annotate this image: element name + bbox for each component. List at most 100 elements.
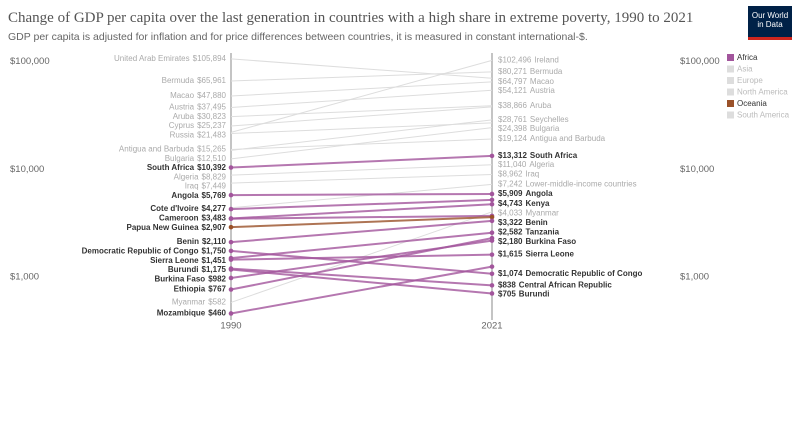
point xyxy=(228,257,234,262)
label-part: Ethiopia xyxy=(174,285,206,294)
series-label: $38,866 Aruba xyxy=(498,101,552,110)
label-part: Burundi xyxy=(519,290,550,299)
label-part: Bulgaria xyxy=(530,124,560,133)
point xyxy=(489,252,495,257)
chart-subtitle: GDP per capita is adjusted for inflation… xyxy=(8,31,588,43)
label-part: Seychelles xyxy=(530,115,569,124)
series-label: Cote d'Ivoire $4,277 xyxy=(150,204,226,213)
label-part: Burundi xyxy=(168,265,199,274)
slope-line xyxy=(230,71,493,82)
y-tick-label: $100,000 xyxy=(10,56,50,67)
series-label: Cameroon $3,483 xyxy=(159,214,227,223)
series-label: $24,398 Bulgaria xyxy=(498,124,560,133)
point xyxy=(228,287,234,292)
label-part: Algeria xyxy=(529,160,554,169)
series-label: $2,582 Tanzania xyxy=(498,228,560,237)
point xyxy=(228,216,234,221)
logo: Our World in Data xyxy=(751,11,789,29)
label-part: Sierra Leone xyxy=(525,250,574,259)
label-part: $4,743 xyxy=(498,199,523,208)
series-label: Russia $21,483 xyxy=(170,130,227,139)
label-part: $105,894 xyxy=(193,54,227,63)
label-part: $705 xyxy=(498,290,516,299)
label-part: Macao xyxy=(170,91,195,100)
series-label: $1,615 Sierra Leone xyxy=(498,250,574,259)
series-label: Antigua and Barbuda $15,265 xyxy=(119,145,227,154)
label-part: $838 xyxy=(498,280,516,289)
series-label: $28,761 Seychelles xyxy=(498,115,569,124)
series-label: $19,124 Antigua and Barbuda xyxy=(498,134,606,143)
series-label: Aruba $30,823 xyxy=(173,112,227,121)
logo-box xyxy=(748,6,792,40)
legend-label: North America xyxy=(737,88,788,97)
legend-swatch xyxy=(727,111,734,119)
label-part: Austria xyxy=(530,86,555,95)
label-part: $582 xyxy=(208,298,226,307)
slope-line xyxy=(230,183,493,209)
point xyxy=(489,153,495,159)
series-label: $1,074 Democratic Republic of Congo xyxy=(498,269,642,278)
label-part: Antigua and Barbuda xyxy=(530,134,606,143)
label-part: $37,495 xyxy=(197,103,226,112)
point xyxy=(228,266,234,271)
point xyxy=(228,206,234,212)
series-label: Myanmar $582 xyxy=(172,298,227,307)
label-part: Iraq xyxy=(185,182,199,191)
label-part: $25,237 xyxy=(197,121,226,130)
label-part: Central African Republic xyxy=(519,280,613,289)
slope-line xyxy=(230,214,493,220)
slope-line xyxy=(230,237,493,291)
label-part: $15,265 xyxy=(197,145,226,154)
series-label: $8,962 Iraq xyxy=(498,170,539,179)
series-label: $705 Burundi xyxy=(498,290,549,299)
point xyxy=(228,192,234,198)
slope-line xyxy=(230,105,493,118)
series-label: Austria $37,495 xyxy=(169,103,226,112)
series-label: $838 Central African Republic xyxy=(498,280,612,289)
label-part: $2,907 xyxy=(202,223,227,232)
label-part: Algeria xyxy=(174,173,199,182)
slope-line xyxy=(230,253,493,261)
legend-swatch xyxy=(727,65,734,73)
label-part: Cote d'Ivoire xyxy=(150,204,199,213)
series-label: Sierra Leone $1,451 xyxy=(150,256,226,265)
point xyxy=(489,201,495,207)
logo-stripe xyxy=(748,37,792,40)
point xyxy=(228,239,234,245)
slope-line xyxy=(230,219,493,244)
point xyxy=(228,165,234,170)
label-part: $8,829 xyxy=(202,173,227,182)
slope-line xyxy=(230,198,493,211)
label-part: Angola xyxy=(171,191,199,200)
label-part: $80,271 xyxy=(498,67,527,76)
series-label: United Arab Emirates $105,894 xyxy=(114,54,227,63)
label-part: $2,110 xyxy=(202,237,227,246)
series-label: Papua New Guinea $2,907 xyxy=(127,223,227,232)
label-part: $47,880 xyxy=(197,91,226,100)
label-part: $767 xyxy=(208,285,226,294)
legend-swatch xyxy=(727,100,734,107)
series-label: Cyprus $25,237 xyxy=(169,121,227,130)
series-label: Ethiopia $767 xyxy=(174,285,227,294)
series-label: Democratic Republic of Congo $1,750 xyxy=(82,247,227,256)
label-part: Cyprus xyxy=(169,121,194,130)
y-tick-label: $1,000 xyxy=(10,272,39,283)
slope-line xyxy=(230,127,493,160)
legend-label: Europe xyxy=(737,76,763,85)
label-part: Papua New Guinea xyxy=(127,223,200,232)
legend-swatch xyxy=(727,54,734,61)
series-label: Macao $47,880 xyxy=(170,91,226,100)
point xyxy=(228,248,234,254)
slope-line xyxy=(230,164,493,176)
label-part: $11,040 xyxy=(498,160,527,169)
series-label: $4,033 Myanmar xyxy=(498,209,559,218)
x-tick-label: 1990 xyxy=(220,321,241,332)
label-part: $1,074 xyxy=(498,269,523,278)
legend-swatch xyxy=(727,77,734,84)
slope-line xyxy=(230,216,493,229)
label-part: $65,961 xyxy=(197,76,226,85)
label-part: Democratic Republic of Congo xyxy=(82,247,199,256)
label-part: Aruba xyxy=(530,101,552,110)
label-part: $8,962 xyxy=(498,170,523,179)
series-label: $80,271 Bermuda xyxy=(498,67,563,76)
